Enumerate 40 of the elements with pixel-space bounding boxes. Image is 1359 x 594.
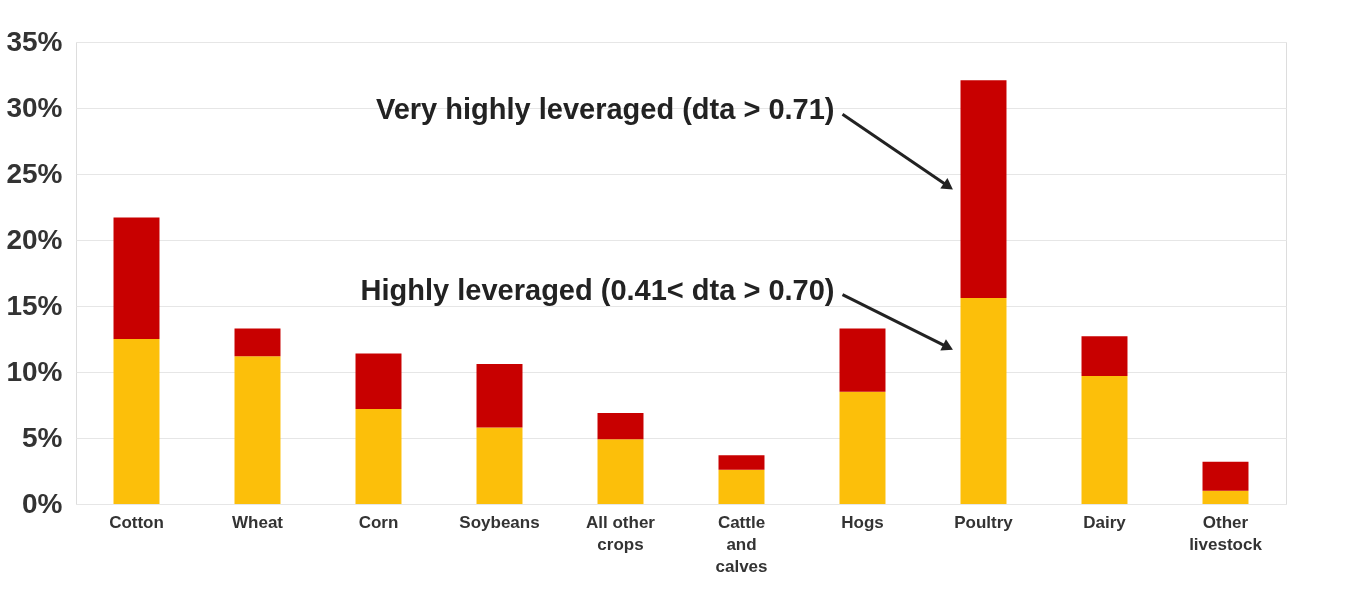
bar	[597, 439, 644, 504]
bar	[476, 427, 523, 504]
x-tick-label: Hogs	[841, 512, 884, 532]
bar	[1202, 461, 1249, 491]
y-tick-label: 30%	[6, 91, 63, 123]
bar	[960, 80, 1007, 299]
y-tick-label: 10%	[6, 355, 63, 387]
y-tick-label: 15%	[6, 289, 63, 321]
bar	[234, 356, 281, 504]
y-tick-label: 5%	[22, 421, 63, 453]
y-tick-label: 25%	[6, 157, 63, 189]
bar	[839, 391, 886, 504]
bar	[476, 364, 523, 428]
x-tick-label: Poultry	[954, 512, 1014, 532]
bar	[355, 353, 402, 409]
y-tick-label: 0%	[22, 487, 63, 519]
bar	[960, 298, 1007, 504]
bar	[597, 412, 644, 440]
y-tick-label: 20%	[6, 223, 63, 255]
bar	[718, 455, 765, 470]
bar	[234, 328, 281, 357]
x-tick-label: Wheat	[232, 512, 284, 532]
annotation: Very highly leveraged (dta > 0.71)	[375, 93, 835, 126]
x-tick-label: Other livestock	[1189, 512, 1263, 554]
x-tick-label: Cattle and calves	[715, 512, 768, 576]
x-tick-label: Cotton	[109, 512, 164, 532]
bar	[1202, 490, 1249, 504]
bar	[839, 328, 886, 392]
annotation: Highly leveraged (0.41< dta > 0.70)	[360, 273, 835, 306]
y-tick-label: 35%	[6, 25, 63, 57]
x-tick-label: All other crops	[586, 512, 656, 554]
bar	[113, 339, 160, 504]
x-tick-label: Dairy	[1083, 512, 1127, 532]
bar	[1081, 375, 1128, 504]
bar	[1081, 336, 1128, 376]
bar	[113, 217, 160, 339]
x-tick-label: Corn	[358, 512, 399, 532]
bar	[718, 469, 765, 504]
x-tick-label: Soybeans	[459, 512, 540, 532]
bar	[355, 408, 402, 504]
